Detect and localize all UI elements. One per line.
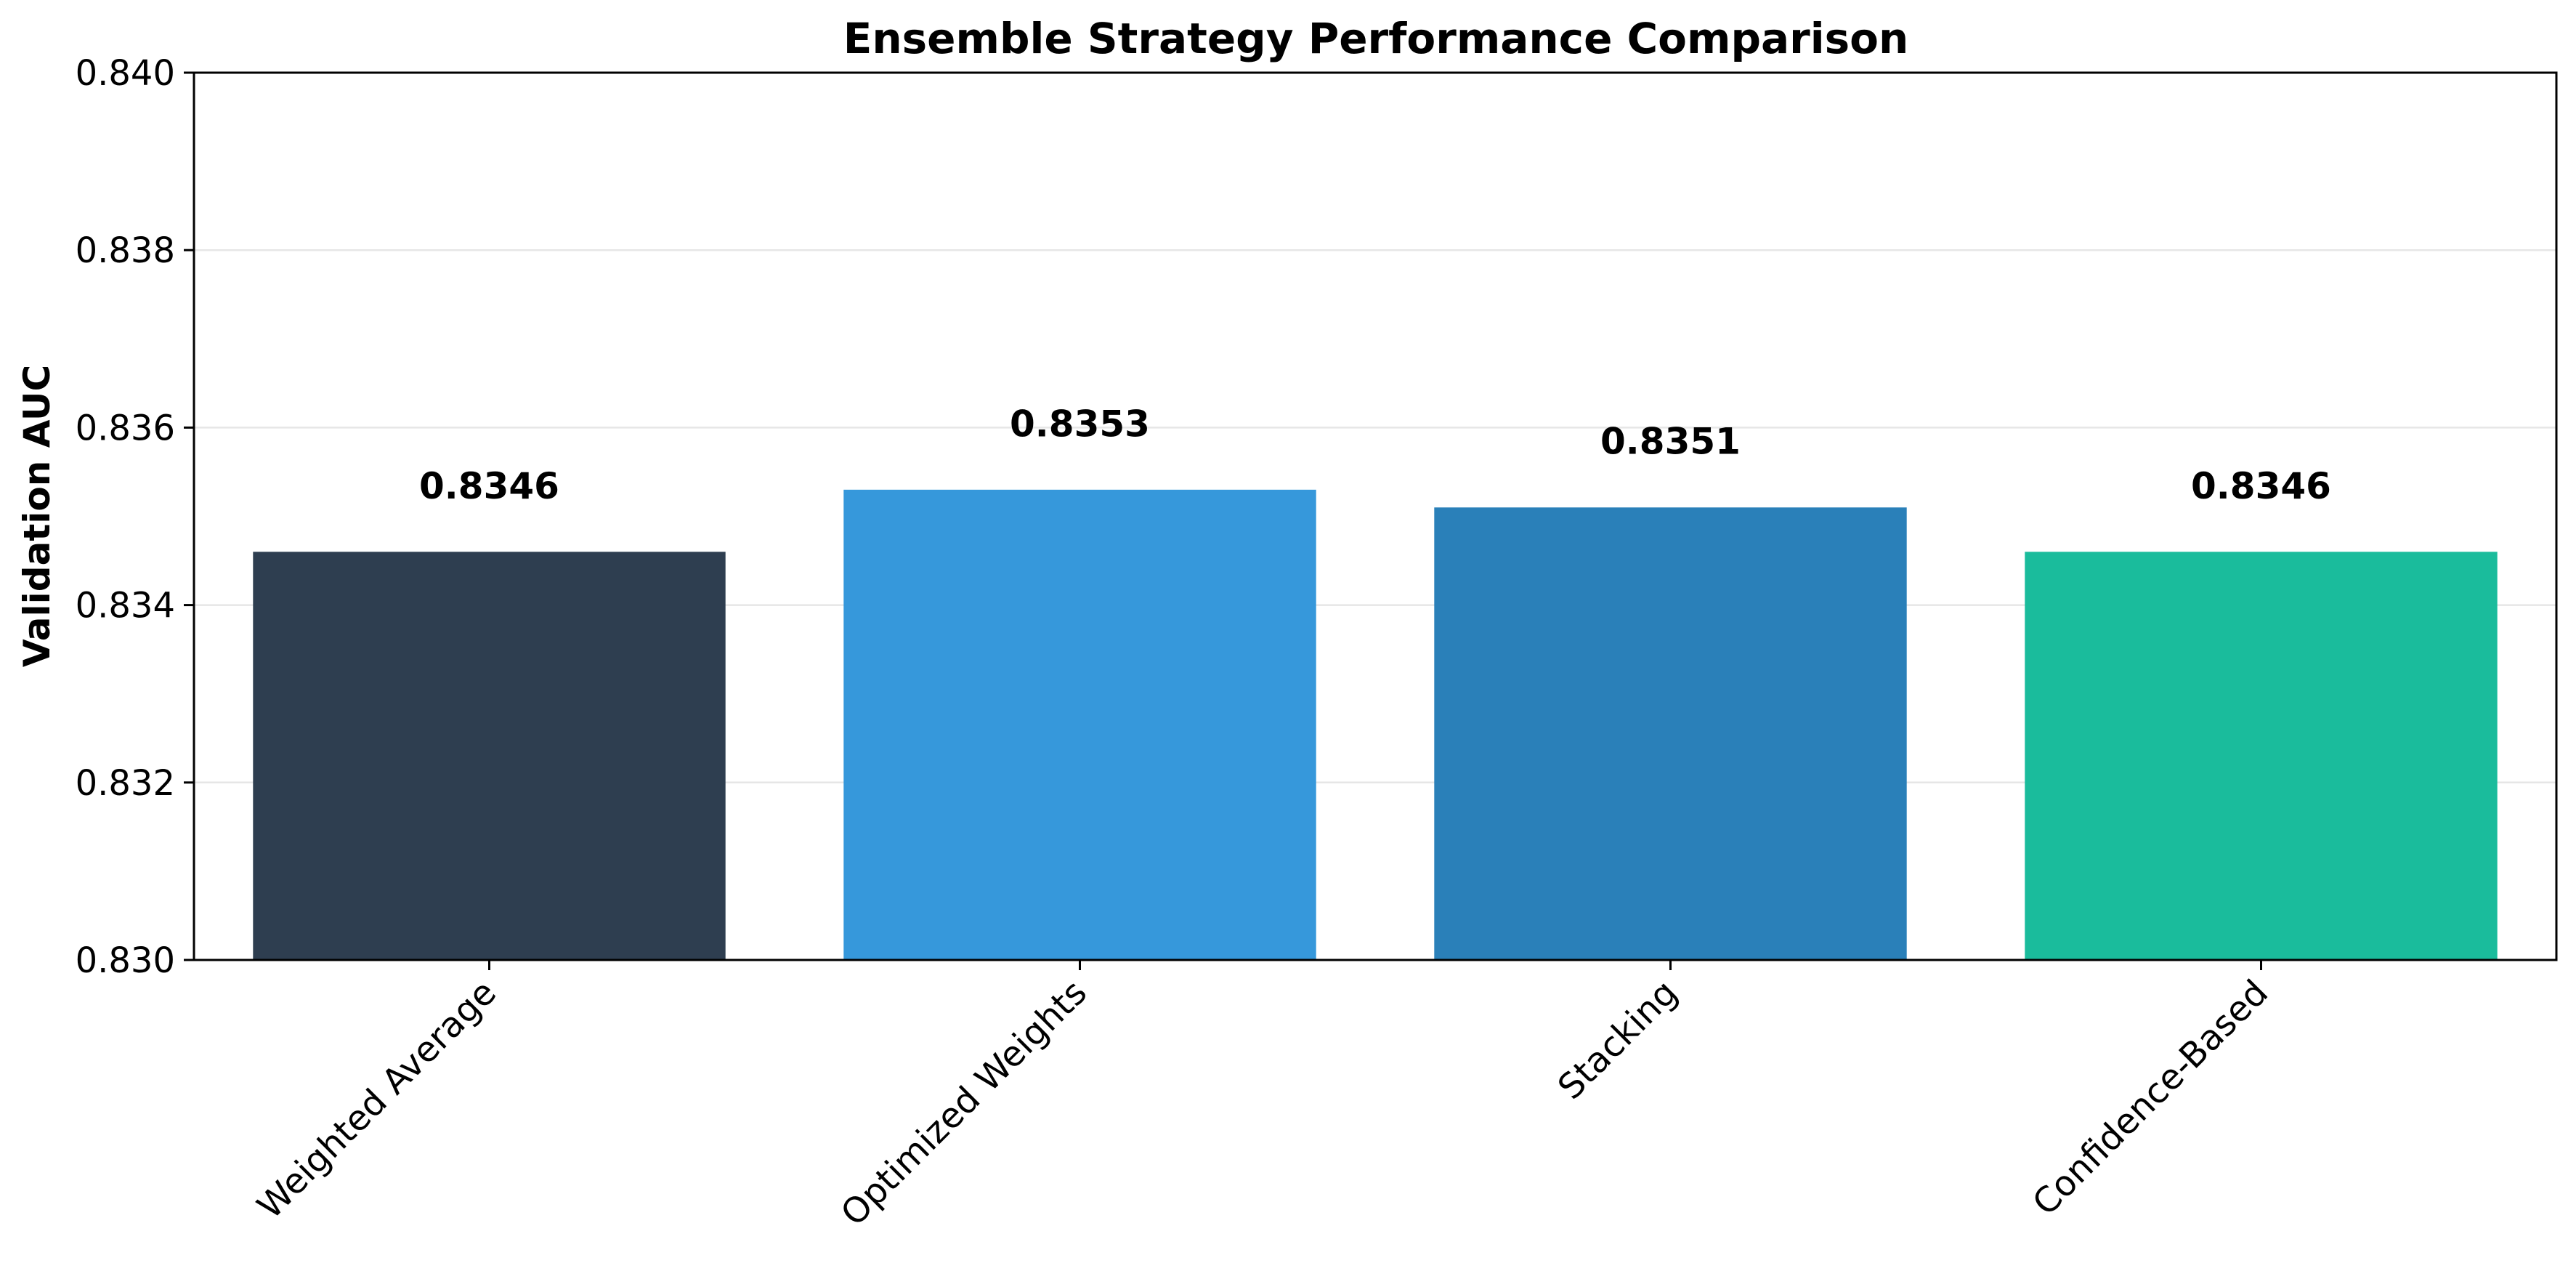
y-axis-label: Validation AUC (16, 365, 58, 667)
bar (843, 489, 1316, 960)
bar (2025, 552, 2498, 960)
y-tick-label: 0.830 (76, 940, 175, 981)
bars (253, 489, 2498, 960)
x-tick-label: Confidence-Based (2025, 972, 2276, 1224)
x-tick-label: Optimized Weights (833, 972, 1095, 1234)
chart-title: Ensemble Strategy Performance Comparison (843, 14, 1909, 63)
bar (1434, 507, 1907, 960)
plot-area-frame (193, 71, 2558, 961)
x-tick-label: Stacking (1550, 972, 1685, 1107)
y-tick-label: 0.840 (76, 53, 175, 94)
data-label: 0.8346 (419, 465, 559, 507)
data-label: 0.8346 (2191, 465, 2331, 507)
data-label: 0.8351 (1600, 421, 1741, 463)
y-tick-label: 0.834 (76, 586, 175, 626)
y-tick-label: 0.836 (76, 408, 175, 448)
y-axis-ticks: 0.830 0.832 0.834 0.836 0.838 0.840 (76, 53, 194, 981)
data-labels: 0.8346 0.8353 0.8351 0.8346 (419, 403, 2331, 507)
x-tick-label: Weighted Average (250, 972, 504, 1227)
y-tick-label: 0.832 (76, 763, 175, 804)
x-axis-ticks: Weighted Average Optimized Weights Stackin… (250, 960, 2276, 1234)
y-tick-label: 0.838 (76, 230, 175, 271)
bar (253, 552, 726, 960)
data-label: 0.8353 (1010, 403, 1150, 445)
